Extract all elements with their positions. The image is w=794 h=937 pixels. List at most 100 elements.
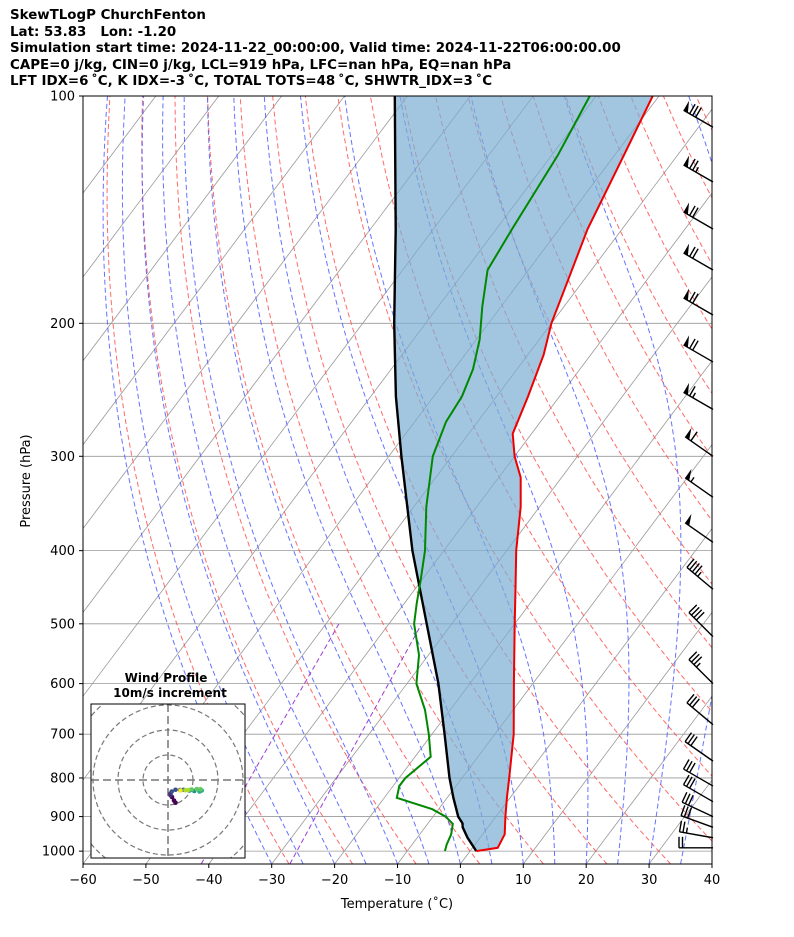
barb-half-flag (685, 827, 689, 834)
barb-flag (688, 604, 698, 614)
x-tick-label: −40 (195, 873, 222, 888)
barb-shaft (684, 436, 714, 457)
barb-flag (690, 431, 698, 442)
time-line: Simulation start time: 2024-11-22_00:00:… (10, 41, 621, 57)
temperature-line (476, 96, 654, 853)
wind-barb (680, 805, 714, 828)
barb-flag (689, 762, 696, 773)
barb-flag (692, 340, 699, 351)
barb-flag (691, 698, 700, 708)
y-tick-label: 1000 (42, 845, 75, 860)
barb-flag (692, 248, 699, 259)
barb-shaft (683, 784, 714, 803)
wind-barb (686, 558, 714, 590)
x-tick-label: −10 (384, 873, 411, 888)
barb-shaft (683, 768, 714, 787)
barb-pennant (683, 288, 690, 301)
barb-flag (690, 653, 700, 663)
barb-pennant (683, 155, 690, 168)
x-tick-label: −60 (69, 873, 96, 888)
barb-flag (689, 338, 696, 349)
barb-shaft (686, 702, 714, 726)
isotherm-line (83, 96, 471, 614)
x-tick-label: 10 (515, 873, 532, 888)
hodograph-frame (90, 703, 246, 859)
wind-barb (683, 288, 714, 316)
moist-adiabat (680, 96, 712, 864)
y-tick-label: 200 (50, 317, 75, 332)
barb-flag (695, 611, 705, 621)
barb-pennant (683, 243, 690, 256)
wind-barb (681, 791, 714, 818)
isotherm-line (271, 276, 712, 864)
isotherm-line (83, 96, 220, 278)
barb-flag (690, 606, 700, 616)
index-line: LFT IDX=6 ˚C, K IDX=-3 ˚C, TOTAL TOTS=48… (10, 74, 493, 90)
wind-barb (683, 155, 714, 183)
barb-flag (686, 558, 695, 568)
wind-barb (684, 427, 714, 457)
barb-flag (693, 656, 703, 666)
hodograph-point (173, 787, 178, 793)
barb-half-flag (692, 392, 697, 398)
barb-flag (687, 734, 695, 745)
isotherm-line (711, 863, 712, 864)
dry-adiabat (207, 96, 481, 864)
moist-adiabat (711, 861, 712, 864)
barb-flag (688, 651, 698, 661)
dry-adiabat (435, 96, 712, 649)
y-tick-label: 300 (50, 450, 75, 465)
hodograph-subtitle: 10m/s increment (113, 686, 227, 700)
barb-half-flag (697, 571, 702, 577)
barb-shaft (683, 391, 714, 410)
moist-adiabat (233, 96, 461, 864)
barb-pennant (685, 513, 692, 526)
barb-shaft (683, 109, 714, 128)
cape-line: CAPE=0 j/kg, CIN=0 j/kg, LCL=919 hPa, LF… (10, 57, 512, 73)
barb-flag (689, 158, 696, 169)
barb-half-flag (695, 662, 701, 668)
barb-flag (687, 794, 694, 806)
wind-barb (684, 732, 714, 762)
barb-flag (689, 778, 696, 789)
barb-flag (686, 807, 693, 819)
wind-barb (684, 513, 714, 543)
cin-shaded-area (394, 96, 653, 852)
wind-barb (686, 693, 714, 726)
barb-shaft (679, 831, 714, 839)
parcel-profile-line (392, 96, 478, 852)
barb-flag (689, 560, 698, 571)
barb-pennant (683, 382, 690, 395)
barb-flag (681, 791, 688, 803)
x-tick-label: −20 (321, 873, 348, 888)
barb-shaft (680, 815, 714, 828)
wind-barb (684, 468, 714, 498)
barb-flag (694, 565, 703, 575)
title-line: SkewTLogP ChurchFenton (10, 8, 206, 23)
barb-flag (685, 760, 693, 772)
dry-adiabat (106, 96, 290, 864)
wind-barb (683, 202, 714, 230)
barb-shaft (686, 566, 714, 590)
barb-shaft (688, 612, 714, 638)
wind-barb (678, 820, 714, 839)
barb-flag (689, 385, 696, 397)
barb-flag (689, 205, 696, 216)
moist-adiabat (207, 96, 430, 864)
wind-barb (682, 759, 714, 787)
dry-adiabat (761, 96, 794, 864)
barb-shaft (684, 477, 714, 498)
barb-half-flag (695, 166, 700, 173)
isotherm-line (585, 695, 712, 864)
barb-shaft (681, 801, 714, 818)
barb-flag (692, 105, 699, 116)
dry-adiabat (272, 96, 608, 864)
barb-shaft (684, 741, 714, 762)
hodograph-point (194, 786, 200, 792)
dry-adiabat (565, 96, 712, 395)
hodograph-point (198, 786, 203, 792)
y-tick-label: 400 (50, 544, 75, 559)
isotherm-line (83, 96, 282, 362)
moist-adiabat (121, 96, 304, 864)
